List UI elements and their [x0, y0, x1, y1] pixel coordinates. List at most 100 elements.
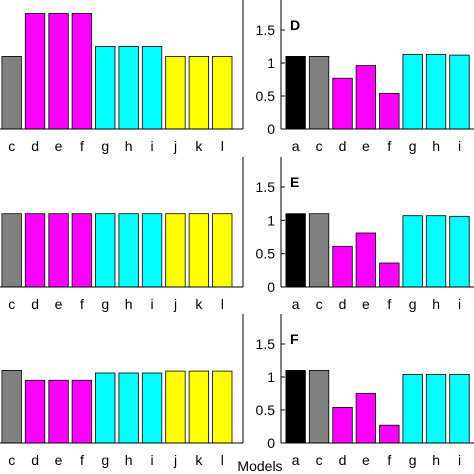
x-tick-label: h	[125, 138, 133, 154]
bar-g	[402, 215, 423, 288]
bar-g	[95, 213, 116, 288]
x-tick-label: e	[362, 296, 370, 312]
bar-e	[48, 379, 69, 444]
bar-l	[212, 56, 233, 130]
bar-i	[141, 46, 163, 130]
x-tick-label: i	[458, 138, 461, 154]
y-tick-label: 1.5	[256, 179, 276, 195]
x-tick-label: i	[151, 452, 154, 468]
bar-h	[425, 373, 447, 444]
y-tick-label: 1.5	[256, 22, 276, 38]
y-tick-label: 0	[267, 279, 275, 295]
bar-h	[118, 372, 139, 444]
bar-g	[95, 46, 116, 130]
bar-f	[379, 93, 400, 130]
x-tick-label: g	[409, 452, 417, 468]
y-tick-label: 1	[267, 212, 275, 228]
bar-c	[308, 213, 330, 288]
bar-f	[71, 213, 92, 288]
bar-d	[332, 406, 353, 444]
x-tick-label: c	[316, 296, 323, 312]
x-tick-label: f	[387, 138, 391, 154]
x-tick-label: i	[151, 296, 154, 312]
x-tick-label: e	[362, 138, 370, 154]
bar-a	[285, 213, 306, 288]
bar-d	[332, 245, 353, 288]
x-tick-label: j	[173, 296, 177, 312]
bar-h	[425, 215, 447, 288]
panel-letter: F	[290, 331, 299, 347]
x-tick-label: g	[101, 296, 109, 312]
bar-j	[165, 56, 186, 130]
panel-right-middle: a c d e f g h i 0 0.5 1 1.5 E	[256, 157, 474, 312]
x-tick-label: g	[101, 452, 109, 468]
bar-f	[71, 379, 92, 444]
x-tick-label: k	[195, 296, 203, 312]
panel-right-top: a c d e f g h i 0 0.5 1 1.5 D	[256, 0, 474, 154]
bar-c	[308, 369, 330, 444]
y-tick-label: 0.5	[256, 88, 276, 104]
bar-d	[332, 77, 353, 130]
bar-f	[71, 13, 92, 130]
x-tick-label: k	[195, 452, 203, 468]
x-tick-label: f	[80, 452, 84, 468]
x-tick-label: j	[173, 452, 177, 468]
bar-e	[48, 13, 69, 130]
x-tick-label: k	[195, 138, 203, 154]
bar-f	[379, 262, 400, 288]
x-tick-label: c	[8, 296, 15, 312]
bar-l	[212, 370, 233, 444]
x-tick-label: g	[409, 138, 417, 154]
x-tick-label: f	[387, 296, 391, 312]
bar-e	[355, 232, 377, 288]
bar-g	[402, 54, 423, 130]
bar-i	[141, 213, 163, 288]
x-tick-label: h	[432, 138, 440, 154]
x-tick-label: e	[55, 452, 63, 468]
x-axis-title: Models	[237, 458, 282, 474]
bar-c	[1, 213, 22, 288]
bar-g	[402, 373, 423, 444]
y-tick-label: 0.5	[256, 402, 276, 418]
bar-i	[141, 372, 163, 444]
x-tick-label: i	[458, 452, 461, 468]
bar-e	[355, 393, 377, 444]
bar-i	[449, 54, 470, 130]
x-tick-label: c	[8, 452, 15, 468]
x-tick-label: i	[458, 296, 461, 312]
x-tick-label: d	[31, 296, 39, 312]
bar-d	[24, 379, 46, 444]
x-tick-label: e	[55, 296, 63, 312]
bar-j	[165, 370, 186, 444]
bar-e	[48, 213, 69, 288]
bar-c	[308, 56, 330, 130]
bar-k	[188, 370, 210, 444]
bar-h	[425, 54, 447, 130]
x-tick-label: c	[316, 138, 323, 154]
y-tick-label: 1.5	[256, 336, 276, 352]
x-tick-label: d	[31, 138, 39, 154]
x-tick-label: f	[387, 452, 391, 468]
x-tick-label: g	[409, 296, 417, 312]
bar-h	[118, 46, 139, 130]
x-tick-label: h	[432, 296, 440, 312]
bar-d	[24, 213, 46, 288]
y-tick-label: 0	[267, 121, 275, 137]
bar-k	[188, 56, 210, 130]
y-tick-label: 1	[267, 369, 275, 385]
x-tick-label: f	[80, 296, 84, 312]
x-tick-label: e	[55, 138, 63, 154]
x-tick-label: j	[173, 138, 177, 154]
x-tick-label: l	[221, 452, 224, 468]
x-tick-label: l	[221, 296, 224, 312]
x-tick-label: a	[292, 452, 300, 468]
bar-c	[1, 369, 22, 444]
x-tick-label: d	[339, 138, 347, 154]
x-tick-label: i	[151, 138, 154, 154]
bar-j	[165, 213, 186, 288]
x-tick-label: c	[316, 452, 323, 468]
